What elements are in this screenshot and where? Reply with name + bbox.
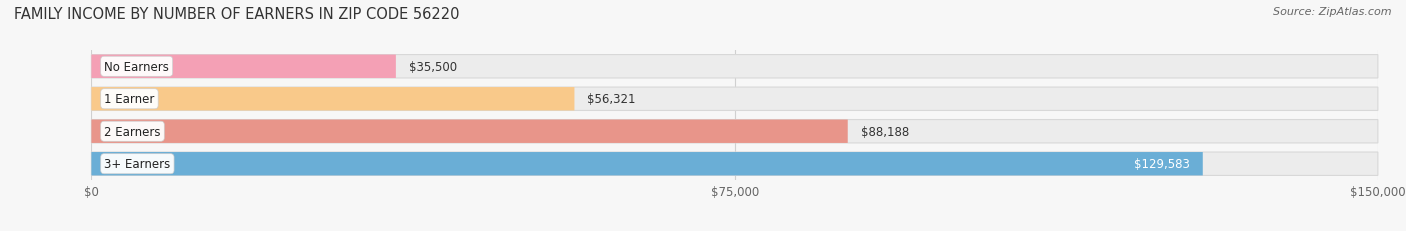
- Text: $35,500: $35,500: [409, 61, 457, 73]
- FancyBboxPatch shape: [91, 120, 1378, 143]
- Text: $129,583: $129,583: [1135, 158, 1189, 170]
- FancyBboxPatch shape: [91, 152, 1202, 176]
- FancyBboxPatch shape: [91, 152, 1378, 176]
- Text: $88,188: $88,188: [860, 125, 908, 138]
- Text: 1 Earner: 1 Earner: [104, 93, 155, 106]
- Text: No Earners: No Earners: [104, 61, 169, 73]
- Text: 2 Earners: 2 Earners: [104, 125, 160, 138]
- FancyBboxPatch shape: [91, 88, 1378, 111]
- FancyBboxPatch shape: [91, 55, 1378, 79]
- Text: Source: ZipAtlas.com: Source: ZipAtlas.com: [1274, 7, 1392, 17]
- Text: $56,321: $56,321: [588, 93, 636, 106]
- Text: 3+ Earners: 3+ Earners: [104, 158, 170, 170]
- FancyBboxPatch shape: [91, 88, 575, 111]
- FancyBboxPatch shape: [91, 120, 848, 143]
- Text: FAMILY INCOME BY NUMBER OF EARNERS IN ZIP CODE 56220: FAMILY INCOME BY NUMBER OF EARNERS IN ZI…: [14, 7, 460, 22]
- FancyBboxPatch shape: [91, 55, 396, 79]
